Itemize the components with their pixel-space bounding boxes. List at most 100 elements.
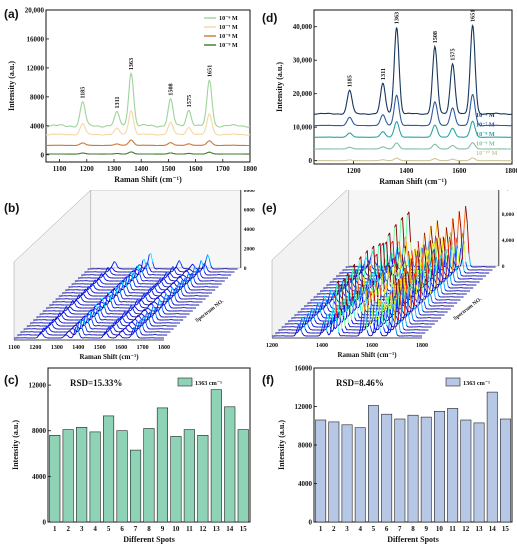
spectrum-segment (187, 271, 190, 275)
spectrum-segment (54, 320, 58, 325)
spectrum-segment (319, 328, 323, 335)
spectrum-segment (379, 243, 383, 272)
spectrum-segment (167, 297, 170, 305)
bar (76, 427, 88, 523)
spectrum-segment (444, 251, 447, 277)
spectrum-segment (93, 291, 96, 294)
spectrum-segment (151, 288, 154, 291)
spectrum-segment (381, 271, 384, 290)
spectrum-segment (196, 270, 199, 278)
spectrum-segment (313, 325, 316, 328)
y-tick-label: 16000 (27, 35, 45, 43)
spectrum-segment (185, 269, 189, 273)
spectrum-segment (66, 330, 70, 334)
spectrum-segment (358, 329, 361, 336)
spectrum-segment (162, 275, 166, 280)
spectrum-segment (77, 294, 80, 299)
x-tick-label: 5 (372, 525, 376, 533)
spectrum-segment (441, 252, 444, 280)
spectrum-segment (126, 329, 130, 332)
spectrum-segment (164, 279, 167, 284)
spectrum-segment (72, 309, 75, 312)
spectrum-segment (366, 303, 369, 323)
spectrum-segment (125, 294, 128, 297)
spectrum-segment (148, 291, 151, 294)
y-tick-label: 30,000 (293, 57, 313, 65)
spectrum-segment (374, 301, 378, 321)
spectrum-segment (132, 308, 136, 313)
spectrum-segment (296, 324, 300, 330)
spectrum-segment (402, 288, 406, 316)
spectrum-segment (138, 319, 141, 325)
spectrum-segment (327, 299, 330, 303)
spectrum-segment (115, 330, 118, 333)
x-tick-label: 4 (93, 525, 97, 533)
spectrum-segment (137, 265, 141, 275)
bar (381, 413, 393, 523)
spectrum-segment (108, 327, 111, 331)
spectrum-segment (140, 306, 143, 308)
x-axis-label: Different Spots (123, 535, 175, 544)
peak-label: 1185 (80, 87, 87, 99)
spectrum-segment (144, 259, 147, 268)
spectrum-segment (316, 322, 319, 325)
spectrum-segment (123, 331, 126, 335)
spectrum-segment (174, 279, 177, 283)
x-tick-label: 1400 (72, 345, 84, 351)
y-tick-label: 20,000 (25, 7, 45, 15)
spectrum-segment (41, 333, 45, 337)
spectrum-segment (98, 278, 101, 280)
spectrum-segment (156, 306, 159, 311)
spectrum-segment (346, 289, 349, 294)
spectrum-segment (175, 266, 179, 269)
spectrum-segment (389, 291, 393, 310)
spectrum-segment (436, 237, 439, 254)
spectrum-segment (447, 243, 451, 273)
spectrum-segment (405, 236, 408, 256)
spectrum-segment (138, 282, 141, 285)
spectrum-segment (105, 302, 109, 308)
spectrum-segment (359, 280, 363, 291)
spectrum-segment (181, 292, 185, 296)
spectrum-segment (115, 303, 118, 306)
spectrum-segment (176, 290, 180, 297)
spectrum-segment (418, 267, 422, 299)
x-tick-label: 1200 (80, 165, 95, 173)
spectrum-segment (327, 307, 330, 312)
spectrum-segment (150, 297, 153, 300)
spectrum-segment (468, 253, 472, 266)
peak-label: 1311 (114, 97, 121, 109)
spectrum-segment (93, 284, 96, 289)
spectrum-segment (110, 272, 114, 275)
spectrum-segment (140, 260, 144, 270)
spectrum-segment (165, 298, 168, 304)
spectrum-segment (409, 258, 412, 283)
bar (420, 416, 432, 523)
spectrum-segment (397, 279, 401, 294)
y-axis-label: Intensity (a.u.) (277, 420, 286, 470)
bar (224, 406, 236, 523)
spectrum-segment (306, 331, 309, 334)
spectrum-segment (362, 265, 365, 269)
legend-label: 10⁻⁹ M (476, 141, 495, 148)
spectrum-segment (127, 310, 131, 314)
spectrum-segment (136, 321, 140, 326)
x-tick-label: 12 (199, 525, 207, 533)
spectrum-segment (363, 278, 367, 296)
spectrum-segment (80, 292, 83, 296)
spectrum-segment (51, 318, 54, 323)
spectrum-segment (330, 289, 333, 294)
spectrum-segment (373, 256, 376, 281)
spectrum-segment (365, 256, 368, 261)
spectrum-segment (365, 273, 369, 276)
spectrum-segment (163, 285, 166, 287)
back-wall (348, 190, 500, 267)
spectrum-segment (162, 302, 165, 306)
spectrum-segment (168, 295, 172, 299)
spectrum-segment (401, 290, 404, 316)
spectrum-segment (96, 304, 99, 314)
chart-f: (f) 1 2 3 4 5 6 7 8 9 10 11 12 13 14 15040008000120001… (262, 365, 513, 544)
x-tick-label: 1300 (51, 345, 63, 351)
spectrum-segment (149, 311, 152, 318)
spectrum-segment (311, 309, 314, 313)
